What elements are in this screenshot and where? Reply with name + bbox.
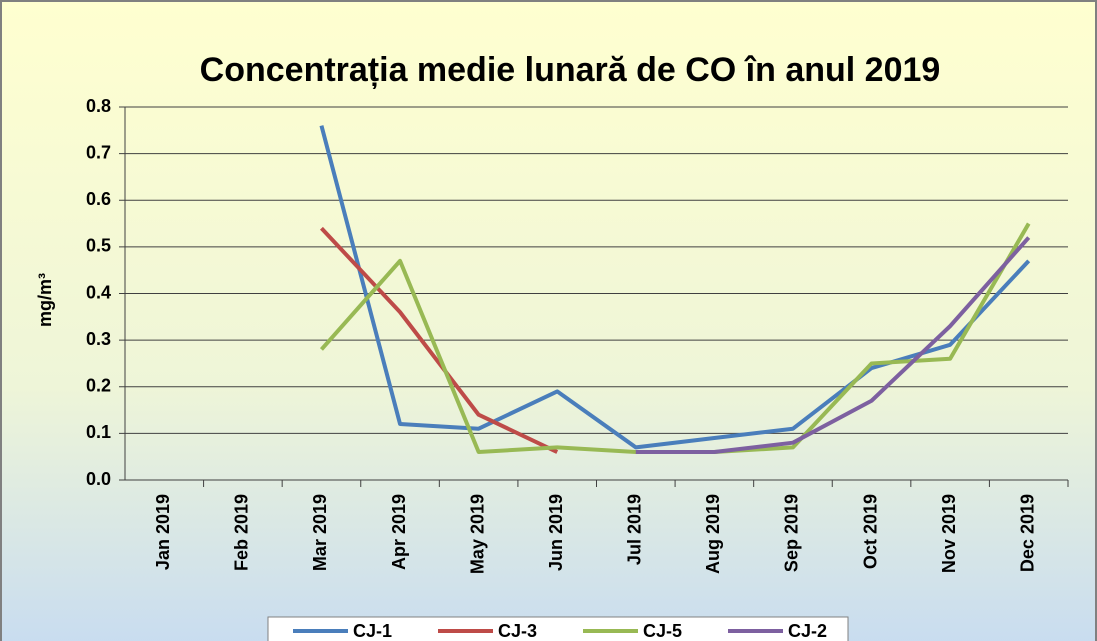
chart-title: Concentrația medie lunară de CO în anul …: [200, 51, 941, 89]
x-tick-label: Jan 2019: [153, 494, 173, 570]
y-tick-label: 0.4: [86, 282, 111, 302]
y-tick-label: 0.7: [86, 142, 111, 162]
x-tick-label: May 2019: [467, 494, 487, 574]
y-tick-label: 0.2: [86, 376, 111, 396]
x-tick-label: Oct 2019: [860, 494, 880, 569]
x-tick-label: Aug 2019: [703, 494, 723, 574]
y-tick-label: 0.6: [86, 189, 111, 209]
series-line: [319, 125, 1031, 450]
legend-label: CJ-5: [643, 621, 682, 641]
x-tick-label: Feb 2019: [232, 494, 252, 571]
x-tick-label: Apr 2019: [389, 494, 409, 570]
legend-label: CJ-2: [788, 621, 827, 641]
x-tick-label: Jun 2019: [546, 494, 566, 571]
y-axis-label: mg/m³: [35, 273, 55, 327]
x-tick-label: Dec 2019: [1017, 494, 1037, 572]
y-tick-label: 0.8: [86, 96, 111, 116]
y-tick-label: 0.3: [86, 329, 111, 349]
x-tick-label: Mar 2019: [310, 494, 330, 571]
series-line: [319, 226, 559, 454]
y-tick-label: 0.5: [86, 236, 111, 256]
y-tick-label: 0.1: [86, 422, 111, 442]
x-tick-label: Nov 2019: [939, 494, 959, 573]
y-tick-label: 0.0: [86, 469, 111, 489]
x-tick-label: Sep 2019: [782, 494, 802, 572]
x-tick-label: Jul 2019: [625, 494, 645, 565]
series-line: [635, 236, 1031, 455]
legend-label: CJ-1: [353, 621, 392, 641]
legend-label: CJ-3: [498, 621, 537, 641]
